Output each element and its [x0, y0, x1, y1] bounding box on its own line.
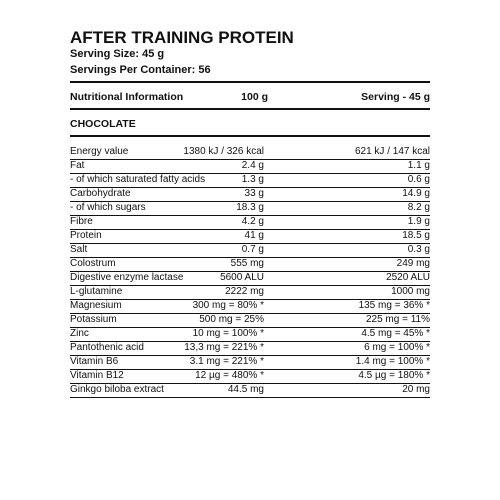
value-serving: 20 mg — [402, 384, 430, 395]
value-100g: 18.3 g — [236, 202, 264, 213]
row-divider — [70, 187, 430, 188]
value-100g: 33 g — [244, 188, 264, 199]
value-serving: 8.2 g — [407, 202, 430, 213]
row-divider — [70, 229, 430, 230]
value-serving: 1000 mg — [391, 286, 430, 297]
value-serving: 6 mg = 100% * — [364, 342, 430, 353]
value-serving: 249 mg — [396, 258, 430, 269]
value-serving: 14.9 g — [402, 188, 430, 199]
row-divider — [70, 257, 430, 258]
row-label: Digestive enzyme lactase — [70, 272, 184, 283]
value-100g: 2222 mg — [225, 286, 264, 297]
value-100g: 555 mg — [230, 258, 264, 269]
servings-per-container: Servings Per Container: 56 — [70, 64, 211, 76]
row-label: Energy value — [70, 146, 129, 157]
row-divider — [70, 341, 430, 342]
value-serving: 225 mg = 11% — [365, 314, 430, 325]
value-serving: 18.5 g — [402, 230, 430, 241]
row-label: Protein — [70, 230, 102, 241]
row-divider — [70, 313, 430, 314]
row-divider — [70, 159, 430, 160]
rule — [70, 81, 430, 83]
value-100g: 5600 ALU — [220, 272, 264, 283]
value-100g: 1380 kJ / 326 kcal — [183, 146, 264, 157]
value-100g: 2.4 g — [241, 160, 264, 171]
row-label: Carbohydrate — [70, 188, 131, 199]
value-serving: 135 mg = 36% * — [358, 300, 430, 311]
value-100g: 44.5 mg — [227, 384, 264, 395]
row-divider — [70, 173, 430, 174]
row-divider — [70, 327, 430, 328]
value-100g: 4.2 g — [241, 216, 264, 227]
row-label: Potassium — [70, 314, 117, 325]
row-divider — [70, 215, 430, 216]
row-label: Magnesium — [70, 300, 122, 311]
column-header: Serving - 45 g — [361, 91, 430, 103]
row-label: Vitamin B6 — [70, 356, 119, 367]
value-serving: 4.5 µg = 180% * — [358, 370, 430, 381]
row-label: Ginkgo biloba extract — [70, 384, 164, 395]
row-label: L-glutamine — [70, 286, 123, 297]
row-label: Fibre — [70, 216, 93, 227]
row-divider — [70, 369, 430, 370]
row-divider — [70, 383, 430, 384]
rule — [70, 135, 430, 137]
value-100g: 12 µg = 480% * — [195, 370, 264, 381]
title: AFTER TRAINING PROTEIN — [70, 28, 294, 47]
value-100g: 41 g — [244, 230, 264, 241]
value-serving: 1.9 g — [407, 216, 430, 227]
column-header: Nutritional Information — [70, 91, 184, 103]
row-divider — [70, 355, 430, 356]
value-serving: 4.5 mg = 45% * — [361, 328, 430, 339]
value-serving: 0.3 g — [407, 244, 430, 255]
value-100g: 13,3 mg = 221% * — [184, 342, 264, 353]
value-serving: 621 kJ / 147 kcal — [354, 146, 430, 157]
value-serving: 2520 ALU — [386, 272, 430, 283]
value-100g: 0.7 g — [241, 244, 264, 255]
value-serving: 0.6 g — [407, 174, 430, 185]
row-label: Colostrum — [70, 258, 116, 269]
row-label: Vitamin B12 — [70, 370, 124, 381]
value-serving: 1.4 mg = 100% * — [355, 356, 430, 367]
row-label: Fat — [70, 160, 85, 171]
value-100g: 1.3 g — [241, 174, 264, 185]
value-100g: 10 mg = 100% * — [192, 328, 264, 339]
value-100g: 500 mg = 25% — [199, 314, 264, 325]
row-divider — [70, 285, 430, 286]
value-100g: 3.1 mg = 221% * — [189, 356, 264, 367]
row-label: Pantothenic acid — [70, 342, 144, 353]
rule — [70, 108, 430, 110]
row-label: Salt — [70, 244, 88, 255]
value-serving: 1.1 g — [407, 160, 430, 171]
value-100g: 300 mg = 80% * — [192, 300, 264, 311]
row-label: - of which sugars — [70, 202, 146, 213]
column-header: 100 g — [241, 91, 268, 103]
row-divider — [70, 397, 430, 398]
row-label: Zinc — [70, 328, 89, 339]
flavor: CHOCOLATE — [70, 118, 136, 130]
row-divider — [70, 201, 430, 202]
row-label: - of which saturated fatty acids — [70, 174, 206, 185]
row-divider — [70, 243, 430, 244]
row-divider — [70, 271, 430, 272]
serving-size: Serving Size: 45 g — [70, 48, 165, 60]
row-divider — [70, 299, 430, 300]
